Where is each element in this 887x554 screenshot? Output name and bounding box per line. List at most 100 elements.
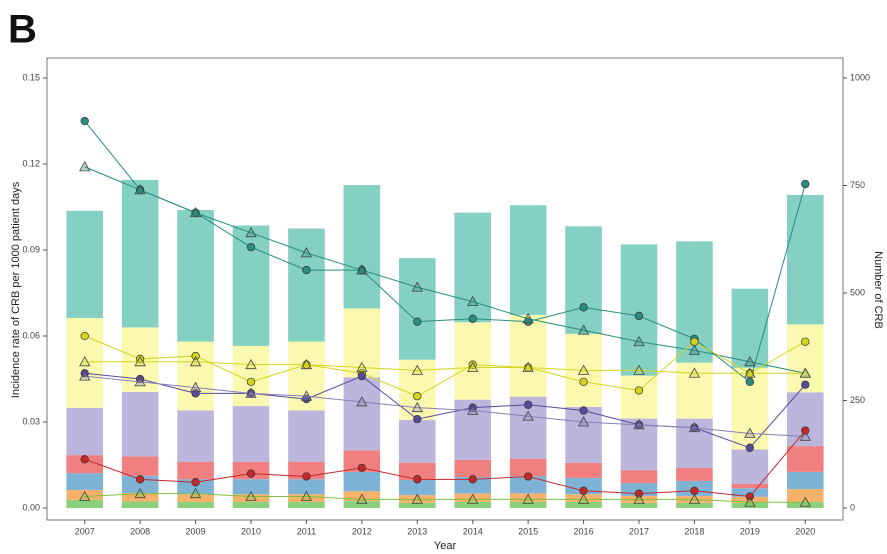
triangle-marker bbox=[189, 381, 202, 393]
triangle-marker bbox=[577, 416, 590, 427]
bar-segment bbox=[509, 314, 547, 397]
circle-marker bbox=[302, 265, 311, 275]
triangle-marker bbox=[467, 295, 479, 307]
triangle-marker bbox=[245, 490, 257, 501]
triangle-marker bbox=[411, 401, 423, 413]
bar-segment bbox=[620, 470, 658, 484]
circle-marker bbox=[80, 331, 89, 341]
bar-segment bbox=[66, 407, 104, 456]
circle-marker bbox=[191, 478, 200, 487]
bar-segment bbox=[398, 480, 436, 496]
triangle-marker bbox=[245, 387, 257, 398]
bar-segment bbox=[66, 489, 104, 500]
triangle-marker bbox=[467, 493, 479, 504]
bar-segment bbox=[509, 458, 547, 477]
circle-marker bbox=[302, 394, 311, 404]
triangle-marker bbox=[300, 358, 313, 370]
bar-segment bbox=[232, 479, 270, 495]
bar-segment bbox=[786, 194, 824, 325]
y2-axis-title: Number of CRB bbox=[872, 251, 884, 329]
triangle-marker bbox=[577, 364, 590, 375]
triangle-marker bbox=[577, 324, 590, 335]
bar-segment bbox=[398, 502, 436, 508]
bar-segment bbox=[343, 377, 381, 451]
triangle-marker bbox=[189, 487, 202, 499]
y2-tick-label: 750 bbox=[850, 180, 865, 190]
bar-segment bbox=[121, 179, 159, 328]
x-tick-label: 2011 bbox=[297, 526, 316, 536]
triangle-marker bbox=[356, 493, 368, 504]
y-tick-label: 0.00 bbox=[22, 502, 40, 512]
triangle-marker bbox=[300, 490, 313, 501]
triangle-marker bbox=[577, 493, 590, 504]
circle-marker bbox=[302, 472, 311, 481]
bar-segment bbox=[177, 461, 214, 480]
bar-segment bbox=[454, 493, 492, 502]
circle-marker bbox=[745, 443, 755, 452]
circle-marker bbox=[801, 337, 810, 346]
x-tick-label: 2020 bbox=[795, 526, 815, 536]
circle-marker bbox=[634, 386, 644, 395]
bar-segment bbox=[177, 341, 214, 411]
bar-segment bbox=[177, 479, 214, 495]
triangle-marker bbox=[467, 404, 479, 415]
bar-segment bbox=[509, 476, 547, 494]
circle-marker bbox=[690, 337, 699, 346]
circle-marker bbox=[413, 392, 422, 401]
bar-segment bbox=[232, 494, 270, 502]
bar-segment bbox=[565, 406, 602, 463]
bar-segment bbox=[786, 501, 824, 508]
plot-frame bbox=[46, 57, 844, 521]
bar-segment bbox=[509, 501, 547, 508]
bar-segment bbox=[288, 494, 325, 502]
bar-segment bbox=[288, 228, 325, 342]
circle-marker bbox=[523, 400, 533, 409]
triangle-marker bbox=[79, 355, 91, 367]
triangle-marker bbox=[633, 364, 645, 375]
bar-segment bbox=[731, 502, 769, 508]
triangle-marker bbox=[688, 367, 701, 378]
line bbox=[84, 166, 806, 374]
triangle-marker bbox=[688, 493, 701, 504]
line bbox=[84, 430, 806, 498]
line bbox=[84, 361, 806, 374]
y2-tick-label: 1000 bbox=[850, 72, 870, 82]
bar-segment bbox=[565, 477, 602, 495]
x-tick-label: 2015 bbox=[518, 526, 538, 536]
bar-segment bbox=[121, 391, 159, 457]
triangle-marker bbox=[411, 493, 423, 504]
bar-segment bbox=[66, 499, 104, 508]
triangle-marker bbox=[300, 247, 313, 258]
triangle-marker bbox=[633, 335, 645, 347]
triangle-marker bbox=[356, 396, 368, 407]
triangle-marker bbox=[411, 364, 423, 375]
bar-segment bbox=[620, 502, 658, 508]
bar-segment bbox=[288, 501, 325, 508]
y-tick-label: 0.15 bbox=[22, 72, 40, 82]
triangle-marker bbox=[134, 487, 146, 499]
y-tick-label: 0.03 bbox=[22, 416, 40, 426]
bar-segment bbox=[398, 462, 436, 481]
bar-segment bbox=[620, 244, 658, 376]
bar-segment bbox=[565, 226, 602, 334]
circle-marker bbox=[80, 455, 89, 464]
bar-segment bbox=[509, 493, 547, 502]
triangle-marker bbox=[799, 367, 811, 378]
bar-segment bbox=[177, 410, 214, 462]
bar-segment bbox=[676, 468, 713, 481]
circle-marker bbox=[413, 475, 422, 484]
panel-label: B bbox=[8, 8, 37, 52]
bar-segment bbox=[343, 308, 381, 378]
bar-segment bbox=[786, 471, 824, 490]
circle-marker bbox=[801, 179, 810, 189]
bar-segment bbox=[509, 205, 547, 315]
x-tick-label: 2017 bbox=[629, 526, 649, 536]
triangle-marker bbox=[522, 312, 534, 324]
bar-segment bbox=[786, 392, 824, 447]
circle-marker bbox=[634, 311, 644, 321]
circle-marker bbox=[801, 380, 810, 389]
circle-marker bbox=[523, 317, 533, 326]
triangle-marker bbox=[744, 496, 756, 507]
x-tick-label: 2014 bbox=[463, 526, 483, 536]
